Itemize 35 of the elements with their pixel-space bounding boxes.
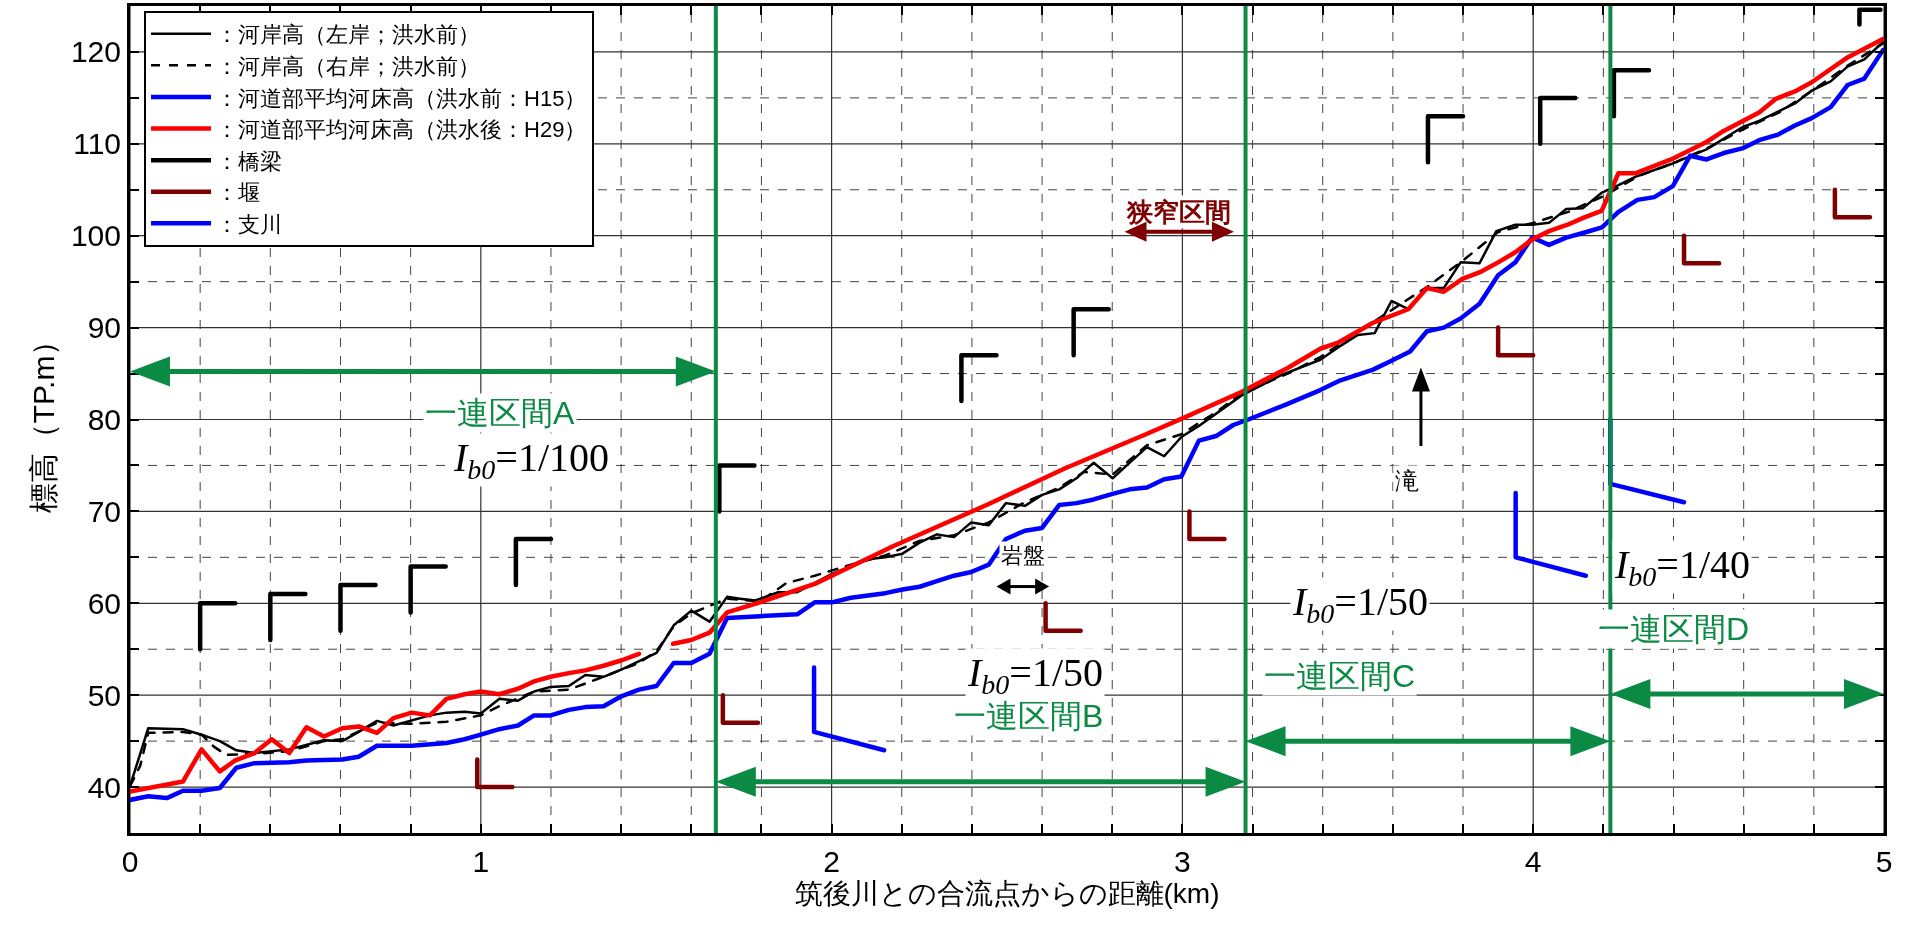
y-tick-label: 100	[70, 219, 121, 253]
legend-label: ：河岸高（左岸；洪水前）	[216, 22, 481, 48]
legend-label: ：橋梁	[216, 148, 283, 174]
y-tick-label: 60	[87, 586, 121, 620]
y-tick-label: 110	[73, 127, 121, 161]
annotation: 一連区間D	[1598, 611, 1750, 647]
y-tick-label: 70	[87, 494, 121, 528]
y-tick-label: 50	[87, 678, 121, 712]
annotation: 滝	[1395, 467, 1419, 494]
annotation: 一連区間B	[954, 698, 1104, 734]
annotation: 狭窄区間	[1126, 197, 1231, 227]
y-tick-label: 40	[87, 770, 121, 804]
legend-label: ：河岸高（右岸；洪水前）	[216, 53, 481, 79]
legend-label: ：堰	[216, 180, 261, 206]
annotation: I$_{b0}$=1/100	[453, 435, 609, 486]
annotation: 一連区間C	[1264, 658, 1416, 694]
x-tick-label: 2	[823, 845, 840, 878]
y-axis-title: 標高（TP.m）	[26, 325, 60, 514]
x-axis-title: 筑後川との合流点からの距離(km)	[794, 878, 1220, 909]
legend-label: ：河道部平均河床高（洪水前：H15）	[216, 85, 587, 111]
annotation: I$_{b0}$=1/50	[968, 650, 1103, 701]
y-tick-label: 80	[87, 403, 121, 436]
y-tick-label: 90	[87, 311, 121, 345]
annotation: 岩盤	[1001, 543, 1045, 568]
annotation: 一連区間A	[425, 395, 575, 431]
legend-label: ：支川	[216, 211, 283, 237]
annotation: I$_{b0}$=1/40	[1614, 542, 1750, 593]
annotation: I$_{b0}$=1/50	[1292, 579, 1428, 630]
x-tick-label: 0	[121, 845, 139, 878]
y-tick-label: 120	[70, 35, 121, 69]
x-tick-label: 5	[1875, 845, 1893, 878]
legend-label: ：河道部平均河床高（洪水後：H29）	[216, 117, 587, 143]
x-tick-label: 3	[1174, 845, 1191, 878]
x-tick-label: 1	[472, 845, 490, 878]
x-tick-label: 4	[1524, 845, 1542, 878]
